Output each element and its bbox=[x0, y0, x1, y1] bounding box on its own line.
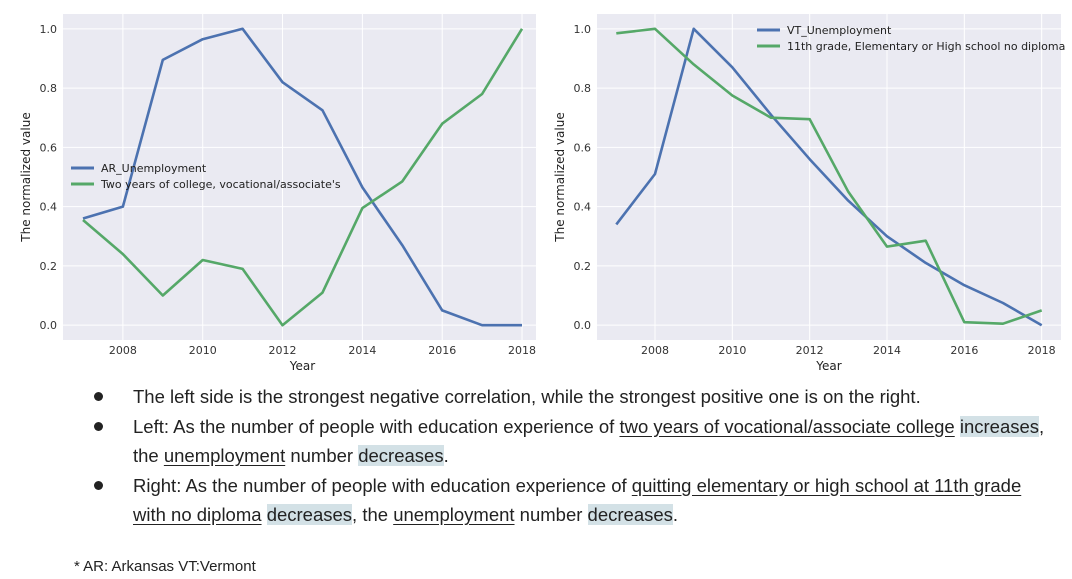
footnote: * AR: Arkansas VT:Vermont bbox=[74, 558, 256, 575]
x-axis-label: Year bbox=[815, 359, 841, 373]
x-tick-label: 2010 bbox=[718, 344, 746, 357]
series-line-ar-unemployment bbox=[82, 27, 522, 327]
note-2-text: , the bbox=[133, 415, 1045, 467]
x-tick-label: 2012 bbox=[796, 344, 824, 357]
x-tick-label: 2018 bbox=[1028, 344, 1056, 357]
note-2-text: . bbox=[443, 445, 449, 466]
tick-labels: 2008 2010 2012 2014 2016 2018 0.0 0.2 0.4 0.6 0.8 1… bbox=[40, 23, 537, 357]
legend: AR_Unemployment Two years of college, vo… bbox=[71, 162, 341, 191]
plot-background bbox=[597, 14, 1061, 340]
y-axis-label: The normalized value bbox=[19, 112, 33, 242]
x-tick-label: 2018 bbox=[508, 344, 536, 357]
series-line-11th-grade-elementary-or-high-school-no-diploma bbox=[616, 27, 1043, 326]
y-tick-label: 1.0 bbox=[574, 23, 592, 36]
y-tick-label: 0.4 bbox=[40, 201, 58, 214]
note-2: Left: As the number of people with educa… bbox=[90, 412, 1050, 471]
plot-background bbox=[63, 14, 536, 340]
x-tick-label: 2016 bbox=[950, 344, 978, 357]
tick-labels: 2008 2010 2012 2014 2016 2018 0.0 0.2 0.4 0.6 0.8 1… bbox=[574, 23, 1056, 357]
y-axis-label: The normalized value bbox=[553, 112, 567, 242]
note-3-text: Right: As the number of people with educ… bbox=[133, 474, 632, 496]
note-3-text: . bbox=[672, 504, 679, 525]
y-tick-label: 0.6 bbox=[574, 141, 592, 154]
y-tick-label: 0.0 bbox=[40, 319, 58, 332]
note-2-underlined-unemployment: unemployment bbox=[163, 445, 286, 466]
series-lines bbox=[82, 27, 524, 327]
y-tick-label: 0.2 bbox=[40, 260, 58, 273]
x-tick-label: 2010 bbox=[189, 344, 217, 357]
series-lines bbox=[615, 27, 1043, 327]
x-axis-label: Year bbox=[289, 359, 315, 373]
grid bbox=[597, 14, 1061, 340]
note-2-text: Left: As the number of people with educa… bbox=[133, 415, 620, 437]
note-3-text: number bbox=[514, 504, 588, 525]
series-line-two-years-of-college-vocational-associate-s bbox=[82, 28, 524, 327]
right-chart: 2008 2010 2012 2014 2016 2018 0.0 0.2 0.4 0.6 0.8 1… bbox=[553, 14, 1065, 373]
y-tick-label: 0.8 bbox=[40, 82, 58, 95]
y-tick-label: 0.6 bbox=[40, 141, 58, 154]
note-3-underlined-education: quitting elementary or high school at 11… bbox=[133, 474, 1022, 526]
note-2-highlight-decreases: decreases bbox=[358, 445, 444, 466]
series-line-vt-unemployment bbox=[615, 27, 1043, 327]
note-2-underlined-education: two years of vocational/associate colleg… bbox=[619, 415, 955, 437]
note-3-underlined-unemployment: unemployment bbox=[393, 504, 515, 525]
legend-label-11th-grade: 11th grade, Elementary or High school no… bbox=[787, 40, 1065, 53]
x-tick-label: 2012 bbox=[269, 344, 297, 357]
bullet-icon bbox=[94, 392, 103, 401]
notes-list: The left side is the strongest negative … bbox=[90, 382, 1050, 530]
left-chart: 2008 2010 2012 2014 2016 2018 0.0 0.2 0.4 0.6 0.8 1… bbox=[19, 14, 537, 373]
bullet-icon bbox=[94, 421, 103, 431]
note-3-text bbox=[262, 504, 267, 525]
note-3: Right: As the number of people with educ… bbox=[90, 471, 1050, 530]
y-tick-label: 0.0 bbox=[574, 319, 592, 332]
legend-label-two-years-college: Two years of college, vocational/associa… bbox=[100, 178, 341, 191]
legend-label-vt-unemployment: VT_Unemployment bbox=[787, 24, 892, 37]
x-tick-label: 2008 bbox=[641, 344, 669, 357]
y-tick-label: 0.2 bbox=[574, 260, 592, 273]
y-tick-label: 0.8 bbox=[574, 82, 592, 95]
note-2-highlight-increases: increases bbox=[959, 415, 1040, 437]
x-tick-label: 2014 bbox=[873, 344, 901, 357]
note-1-text: The left side is the strongest negative … bbox=[133, 386, 921, 407]
note-3-highlight-decreases-2: decreases bbox=[587, 504, 673, 525]
y-tick-label: 0.4 bbox=[574, 201, 592, 214]
note-2-text: number bbox=[285, 445, 359, 466]
x-tick-label: 2016 bbox=[428, 344, 456, 357]
legend-label-ar-unemployment: AR_Unemployment bbox=[101, 162, 207, 175]
bullet-icon bbox=[94, 480, 103, 490]
y-tick-label: 1.0 bbox=[40, 23, 58, 36]
note-3-text: , the bbox=[352, 504, 394, 525]
x-tick-label: 2008 bbox=[109, 344, 137, 357]
legend: VT_Unemployment 11th grade, Elementary o… bbox=[757, 24, 1065, 53]
note-1: The left side is the strongest negative … bbox=[90, 382, 1050, 412]
note-3-highlight-decreases: decreases bbox=[266, 504, 353, 525]
grid bbox=[63, 14, 536, 340]
x-tick-label: 2014 bbox=[348, 344, 376, 357]
